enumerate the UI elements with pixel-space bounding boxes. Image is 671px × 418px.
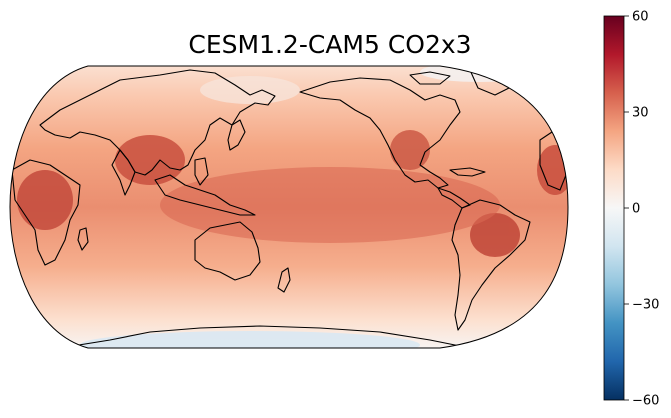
africa-coastline (11, 159, 81, 266)
globe (9, 65, 569, 349)
colorbar-tick-label: 30 (632, 106, 649, 121)
new-zealand-coastline (277, 267, 291, 293)
north-america-coastline (299, 77, 461, 189)
colorbar-tick-label: −30 (632, 298, 659, 313)
brazil-warm-patch (470, 213, 520, 257)
colorbar-scale (603, 15, 625, 401)
colorbar: 60 30 0 −30 −60 (603, 10, 659, 409)
india-coastline (111, 149, 136, 196)
pacific-warm-band (160, 167, 500, 243)
australia-coastline (194, 221, 261, 281)
colorbar-tick-label: −60 (632, 394, 659, 409)
africa-warm-patch (17, 170, 73, 230)
south-america-coastline (451, 199, 531, 331)
map-title: CESM1.2-CAM5 CO2x3 (188, 30, 472, 59)
southeast-asia-coastline (154, 174, 256, 216)
globe-outline (9, 65, 569, 349)
caribbean-coastline (449, 167, 486, 177)
pacific-pale-patch (200, 76, 300, 104)
colorbar-ticks: 60 30 0 −30 −60 (624, 10, 659, 409)
japan-coastline (227, 119, 246, 151)
colorbar-tick-label: 0 (632, 202, 640, 217)
colorbar-tick-label: 60 (632, 10, 649, 25)
nevada-warm-patch (390, 130, 430, 170)
arctic-islands-coastline (409, 71, 451, 85)
arctic-pale-patch (420, 66, 540, 82)
philippines-coastline (194, 157, 209, 186)
antarctic-cool-patch (80, 331, 420, 348)
asia-warm-patch (115, 135, 185, 185)
asia-coastline (39, 69, 276, 176)
madagascar-coastline (77, 227, 89, 251)
